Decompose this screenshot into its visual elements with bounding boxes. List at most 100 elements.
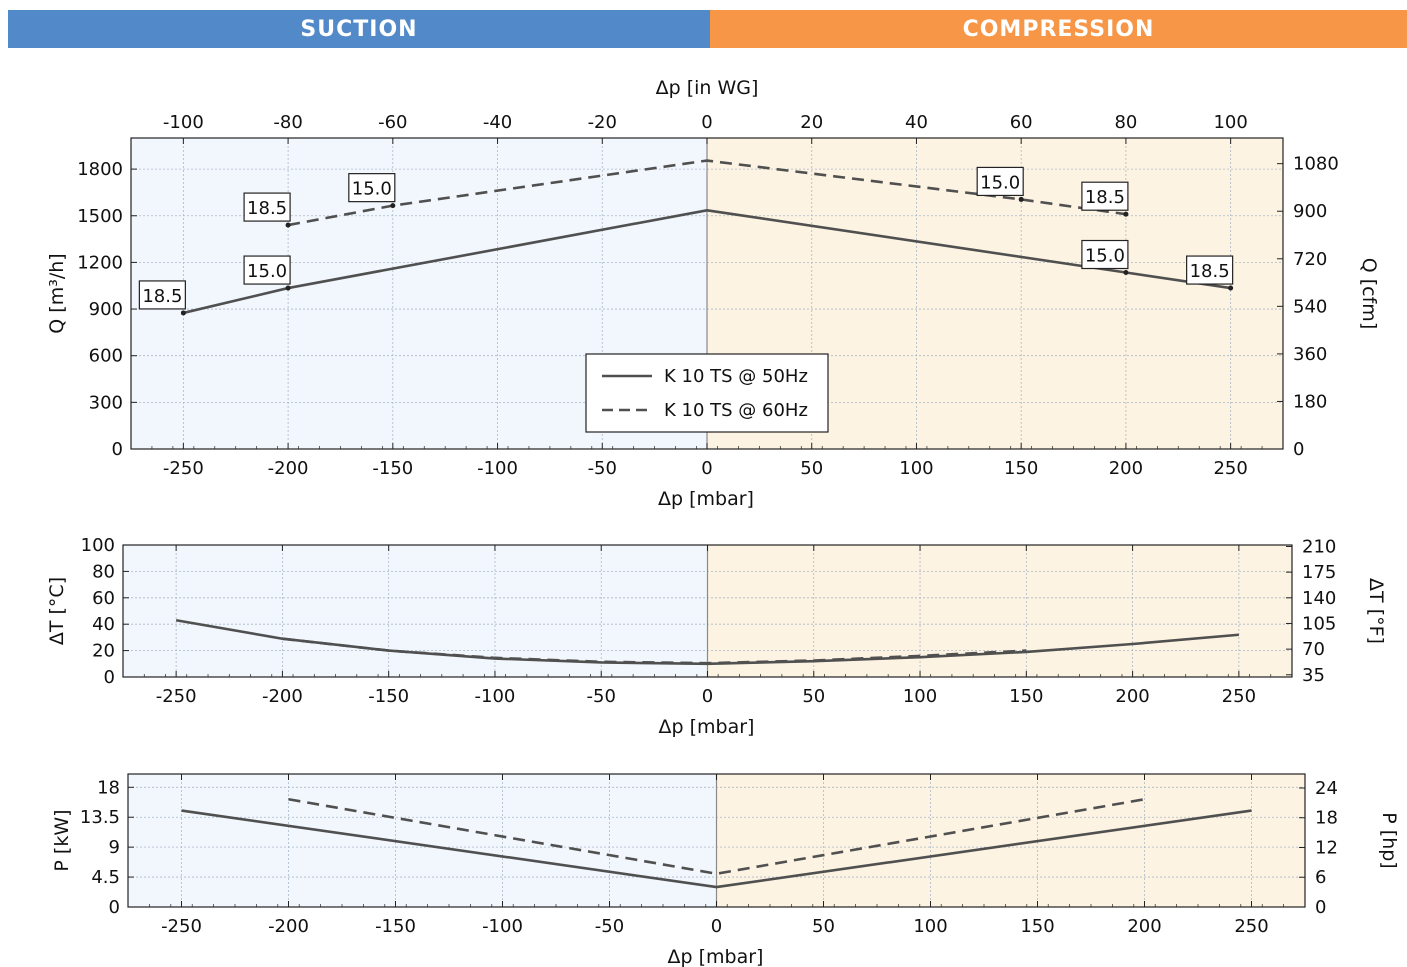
power-label: 15.0 [1085,246,1125,267]
y-tick-label: 600 [89,346,123,367]
y-tick-label: 13.5 [80,807,120,828]
y-tick-label: 900 [89,299,123,320]
series-line-dashed [288,797,1145,876]
y-tick-label: 1200 [77,252,123,273]
y-tick-label: 300 [89,392,123,413]
y-tick-label: 4.5 [91,867,120,888]
y-tick-label: 1500 [77,206,123,227]
power-label-box [348,173,396,203]
power-label-box [243,192,291,222]
x-top-tick-label: 40 [905,112,928,133]
x-axis-label: Δp [mbar] [659,716,755,738]
data-point-marker [285,285,291,291]
power-label-box [1186,255,1234,285]
y-right-tick-label: 210 [1302,536,1336,557]
y-tick-label: 1800 [77,159,123,180]
x-tick-label: 150 [1004,458,1038,479]
y-right-tick-label: 175 [1302,562,1336,583]
x-tick-label: 0 [702,686,713,707]
power-label: 15.0 [247,261,287,282]
power-label: 18.5 [142,286,182,307]
power-chart: -250 -200 -150 -100 -50 0 50 100 150 200 250 Δp [mb… [51,773,1400,967]
x-tick-label: -200 [268,458,309,479]
x-tick-label: -50 [595,916,624,937]
x-tick-label: 50 [802,686,825,707]
x-tick-label: -200 [262,686,303,707]
x-top-tick-label: -60 [378,112,407,133]
data-point-marker [1228,285,1234,291]
data-point-marker [180,310,186,316]
x-tick-label: -100 [475,686,516,707]
y-right-axis-label: ΔT [°F] [1365,578,1387,644]
x-tick-label: 100 [913,916,947,937]
x-tick-label: -150 [375,916,416,937]
x-top-tick-label: -20 [588,112,617,133]
y-tick-label: 0 [112,439,123,460]
x-axis-label: Δp [mbar] [658,488,754,510]
y-right-axis-label: Q [cfm] [1358,258,1380,329]
x-top-tick-label: 20 [800,112,823,133]
x-tick-label: -100 [482,916,523,937]
x-tick-label: 0 [701,458,712,479]
x-tick-label: -250 [163,458,204,479]
y-right-tick-label: 180 [1293,391,1327,412]
x-axis-label: Δp [mbar] [668,946,764,967]
y-tick-label: 60 [92,588,115,609]
x-tick-label: 150 [1020,916,1054,937]
x-top-axis-label: Δp [in WG] [656,77,759,99]
y-right-tick-label: 900 [1293,201,1327,222]
x-tick-label: -250 [156,686,197,707]
compression-banner: COMPRESSION [710,10,1407,48]
series-line-solid [181,809,1252,889]
suction-banner: SUCTION [8,10,710,48]
x-tick-label: 250 [1213,458,1247,479]
x-top-tick-label: 100 [1213,112,1247,133]
power-label: 18.5 [1085,187,1125,208]
data-point-marker [390,203,396,209]
data-point-marker [1123,211,1129,217]
y-right-tick-label: 35 [1302,665,1325,686]
y-right-tick-label: 0 [1315,897,1326,918]
power-label: 15.0 [980,172,1020,193]
x-tick-label: -100 [477,458,518,479]
series-line-dashed [282,637,1027,665]
x-top-tick-label: -40 [483,112,512,133]
x-tick-label: -150 [368,686,409,707]
y-tick-label: 100 [81,535,115,556]
x-tick-label: -250 [161,916,202,937]
y-axis-label: ΔT [°C] [46,577,68,645]
x-tick-label: -50 [588,458,617,479]
x-tick-label: 150 [1009,686,1043,707]
series-line-dashed [287,159,1127,227]
compression-region [716,774,1305,907]
y-right-tick-label: 12 [1315,837,1338,858]
x-tick-label: 50 [812,916,835,937]
power-label: 18.5 [1190,261,1230,282]
y-right-tick-label: 360 [1293,344,1327,365]
y-right-tick-label: 720 [1293,249,1327,270]
compression-region [707,545,1292,677]
y-right-tick-label: 105 [1302,613,1336,634]
y-right-tick-label: 24 [1315,778,1338,799]
y-tick-label: 0 [104,667,115,688]
x-tick-label: 0 [711,916,722,937]
y-axis-label: P [kW] [51,809,73,871]
legend-box [585,353,829,433]
suction-region [128,774,717,907]
x-tick-label: 200 [1109,458,1143,479]
power-label: 15.0 [352,179,392,200]
x-tick-label: 200 [1115,686,1149,707]
y-tick-label: 20 [92,641,115,662]
x-tick-label: 100 [903,686,937,707]
x-tick-label: -150 [372,458,413,479]
x-tick-label: 250 [1234,916,1268,937]
suction-region [123,545,708,677]
y-axis-label: Q [m³/h] [46,253,68,333]
y-right-tick-label: 0 [1293,439,1304,460]
y-right-tick-label: 540 [1293,296,1327,317]
x-tick-label: -50 [587,686,616,707]
data-point-marker [285,222,291,228]
data-point-marker [1018,196,1024,202]
y-right-tick-label: 70 [1302,639,1325,660]
